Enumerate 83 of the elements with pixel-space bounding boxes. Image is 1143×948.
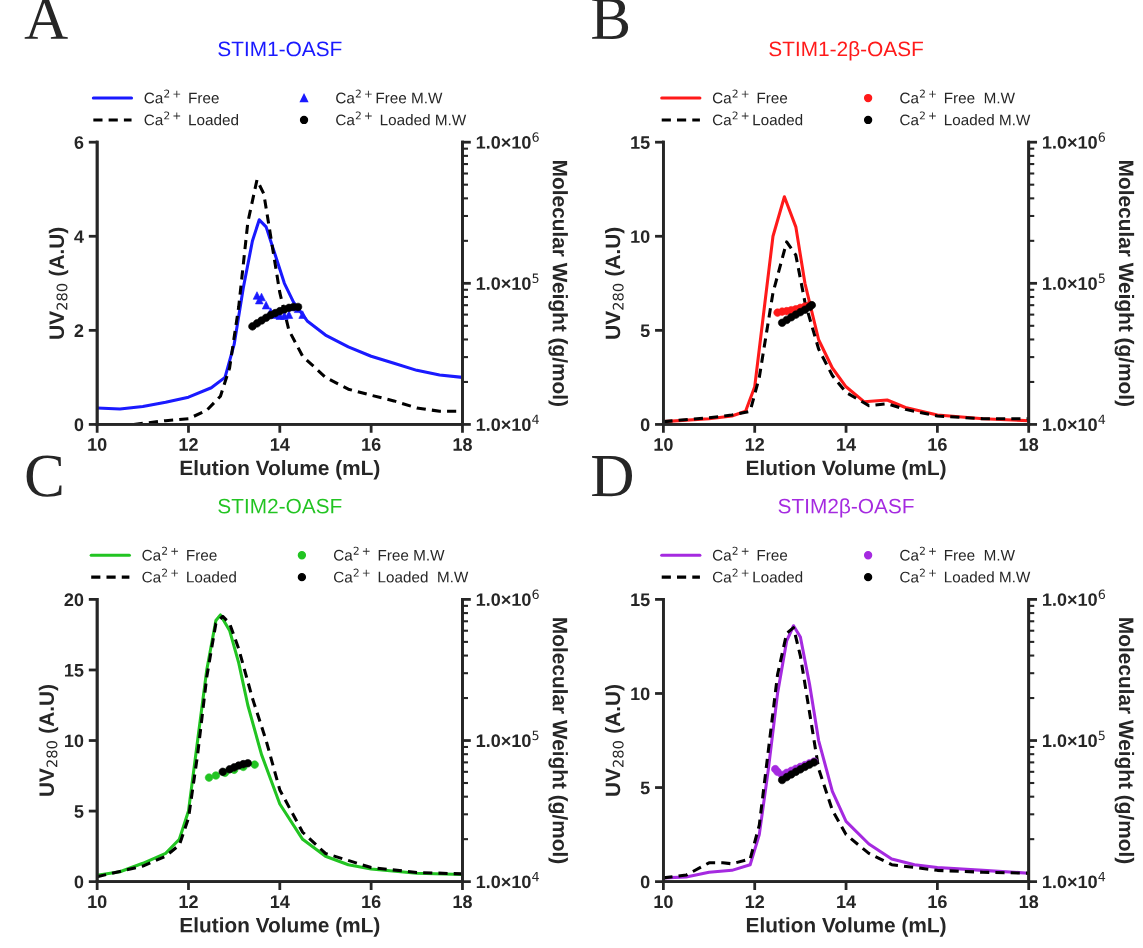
legend-label: Ca$^{2+}$ Loaded	[144, 111, 239, 126]
x-tick-label: 14	[837, 895, 856, 908]
y2-tick-label: 1.0×10$^{4}$	[476, 871, 539, 889]
y2-axis-title: Molecular Weight (g/mol)	[1114, 618, 1135, 864]
y-tick-label: 5	[640, 781, 650, 795]
x-tick-label: 16	[362, 895, 381, 909]
chart-title: STIM2-OASF	[218, 498, 342, 514]
x-tick-label: 14	[837, 438, 856, 451]
x-tick-label: 18	[1019, 895, 1039, 909]
y2-axis-title: Molecular Weight (g/mol)	[1114, 161, 1135, 406]
y-tick-label: 15	[631, 593, 650, 607]
x-tick-label: 18	[1019, 438, 1039, 451]
y-tick-label: 10	[65, 734, 84, 748]
y2-tick-label: 1.0×10$^{6}$	[476, 132, 539, 149]
legend-label: Ca$^{2+}$ Free M.W	[900, 89, 1015, 104]
legend-label: Ca$^{2+}$ Free	[142, 546, 217, 561]
legend-label: Ca$^{2+}$Loaded	[712, 568, 803, 583]
y2-tick-label: 1.0×10$^{5}$	[476, 730, 539, 748]
y2-tick-label: 1.0×10$^{6}$	[1043, 132, 1106, 149]
y-tick-label: 20	[64, 593, 84, 607]
y-axis-title: UV$_{280}$ (A.U)	[48, 227, 69, 339]
x-tick-label: 12	[179, 895, 198, 908]
y-tick-label: 0	[640, 875, 650, 889]
chart-title: STIM1-2β-OASF	[769, 40, 923, 61]
x-tick-label: 10	[654, 438, 673, 451]
x-tick-label: 14	[270, 895, 290, 908]
chart-title: STIM2β-OASF	[778, 498, 914, 518]
text: D	[592, 456, 633, 497]
legend-label: Ca$^{2+}$ Loaded M.W	[336, 111, 467, 126]
legend-label: Ca$^{2+}$ Loaded M.W	[900, 111, 1031, 126]
x-tick-label: 18	[453, 438, 472, 451]
x-tick-label: 16	[928, 438, 947, 451]
y2-axis-title: Molecular Weight (g/mol)	[548, 618, 568, 864]
legend-label: Ca$^{2+}$ Free M.W	[333, 546, 445, 561]
y2-tick-label: 1.0×10$^{4}$	[1043, 871, 1106, 889]
x-axis-title: Elution Volume (mL)	[746, 917, 946, 937]
legend-label: Ca$^{2+}$ Loaded M.W	[333, 568, 469, 583]
x-axis-title: Elution Volume (mL)	[180, 917, 380, 937]
y-tick-label: 0	[640, 418, 650, 432]
legend-label: Ca$^{2+}$ Loaded	[142, 568, 236, 583]
y-tick-label: 15	[631, 136, 650, 149]
legend-label: Ca$^{2+}$ Free	[712, 89, 788, 104]
y2-axis-title: Molecular Weight (g/mol)	[548, 161, 568, 406]
x-tick-label: 16	[928, 895, 947, 909]
y-tick-label: 10	[631, 230, 650, 243]
x-tick-label: 18	[453, 895, 472, 909]
legend-label: Ca$^{2+}$ Free M.W	[900, 546, 1015, 561]
legend-label: Ca$^{2+}$Loaded	[712, 111, 803, 126]
x-tick-label: 12	[179, 438, 198, 451]
x-tick-label: 12	[745, 438, 765, 451]
text: C	[26, 455, 62, 497]
chart-title: STIM1-OASF	[218, 41, 342, 57]
y-tick-label: 10	[631, 687, 650, 701]
y2-tick-label: 1.0×10$^{6}$	[476, 589, 539, 606]
y2-tick-label: 1.0×10$^{6}$	[1043, 589, 1106, 606]
y-tick-label: 5	[74, 805, 84, 818]
legend-label: Ca$^{2+}$Free M.W	[336, 89, 443, 104]
y-tick-label: 0	[74, 418, 84, 432]
x-axis-title: Elution Volume (mL)	[746, 460, 946, 480]
y2-tick-label: 1.0×10$^{4}$	[476, 414, 539, 432]
x-tick-label: 14	[270, 438, 290, 451]
y-axis-title: UV$_{280}$ (A.U)	[38, 685, 59, 796]
y-tick-label: 5	[640, 324, 650, 338]
x-tick-label: 10	[88, 438, 107, 451]
x-tick-label: 10	[88, 895, 107, 909]
y-tick-label: 6	[74, 136, 84, 149]
y2-tick-label: 1.0×10$^{5}$	[476, 273, 539, 290]
y-axis-title: UV$_{280}$ (A.U)	[604, 227, 625, 339]
legend-label: Ca$^{2+}$ Free	[712, 546, 788, 561]
x-axis-title: Elution Volume (mL)	[180, 460, 380, 480]
legend-label: Ca$^{2+}$ Free	[144, 89, 219, 104]
y-axis-title: UV$_{280}$ (A.U)	[604, 685, 625, 796]
y2-tick-label: 1.0×10$^{4}$	[1043, 414, 1106, 432]
x-tick-label: 12	[745, 895, 765, 908]
x-tick-label: 10	[654, 895, 673, 909]
y2-tick-label: 1.0×10$^{5}$	[1043, 273, 1105, 290]
y-tick-label: 0	[74, 875, 84, 889]
y2-tick-label: 1.0×10$^{5}$	[1043, 730, 1105, 748]
y-tick-label: 4	[74, 230, 84, 243]
y-tick-label: 15	[65, 664, 84, 677]
legend-label: Ca$^{2+}$ Loaded M.W	[900, 568, 1031, 583]
y-tick-label: 2	[74, 324, 84, 337]
x-tick-label: 16	[362, 438, 381, 451]
